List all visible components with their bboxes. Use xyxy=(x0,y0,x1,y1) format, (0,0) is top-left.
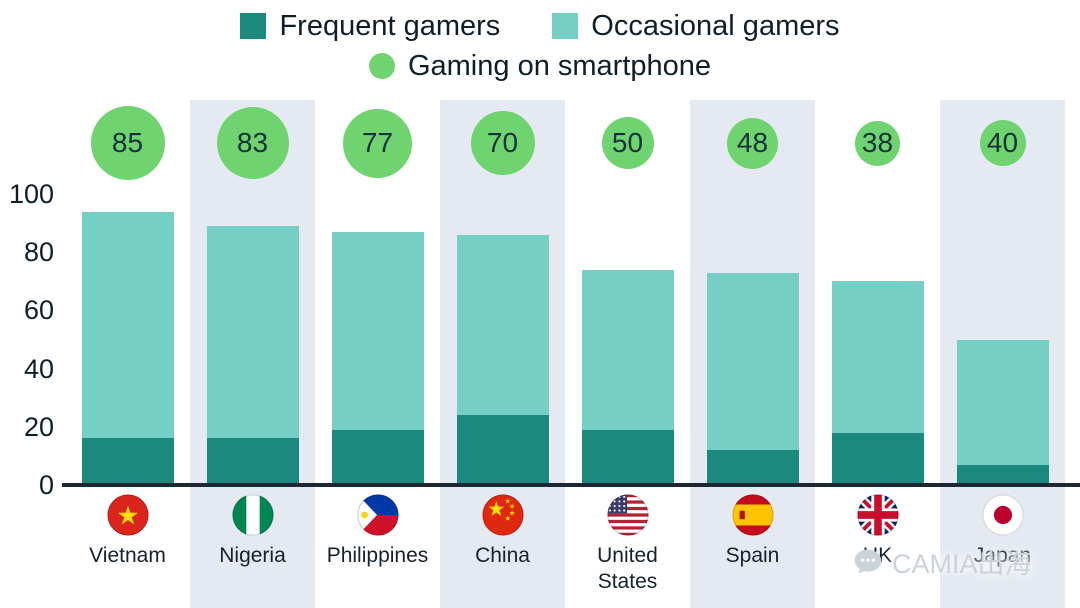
japan-flag xyxy=(981,494,1024,536)
philippines-flag-icon xyxy=(356,494,399,536)
y-axis-label: 80 xyxy=(23,237,54,268)
legend: Frequent gamers Occasional gamers Gaming… xyxy=(0,6,1080,86)
uk-flag xyxy=(856,494,899,536)
vietnam-flag xyxy=(106,494,149,536)
country-label: Spain xyxy=(725,544,780,567)
watermark-text: CAMIA出海 xyxy=(892,549,1032,579)
spain-flag-icon xyxy=(731,494,774,536)
legend-label-occasional: Occasional gamers xyxy=(591,9,840,42)
legend-label-smartphone: Gaming on smartphone xyxy=(407,49,712,82)
country-label: Nigeria xyxy=(219,544,286,567)
nigeria-flag xyxy=(231,494,274,536)
frequent-gamers-bar-segment xyxy=(706,450,799,485)
smartphone-value-bubble: 70 xyxy=(470,111,535,175)
frequent-gamers-bar-segment xyxy=(581,429,674,485)
legend-item-frequent: Frequent gamers xyxy=(240,10,500,43)
occasional-gamers-bar-segment xyxy=(706,272,799,451)
country-label: Vietnam xyxy=(89,544,166,567)
us-flag xyxy=(606,494,649,536)
uk-flag-icon xyxy=(856,494,899,536)
y-axis-label: 0 xyxy=(38,470,54,500)
legend-row-1: Frequent gamers Occasional gamers xyxy=(240,6,840,46)
frequent-gamers-bar-segment xyxy=(81,438,174,485)
frequent-swatch-icon xyxy=(240,13,267,39)
y-axis-label: 40 xyxy=(23,353,54,384)
occasional-gamers-bar-segment xyxy=(81,211,174,439)
china-flag xyxy=(481,494,524,536)
occasional-gamers-bar-segment xyxy=(331,231,424,430)
smartphone-value-bubble: 50 xyxy=(601,117,654,169)
frequent-gamers-bar-segment xyxy=(331,429,424,485)
us-flag-icon xyxy=(606,494,649,536)
country-label: Philippines xyxy=(326,544,429,567)
vietnam-flag-icon xyxy=(106,494,149,536)
smartphone-value-bubble: 48 xyxy=(727,117,778,169)
smartphone-value-bubble: 38 xyxy=(855,120,900,166)
chat-bubble-icon xyxy=(854,549,882,574)
smartphone-value-bubble: 85 xyxy=(90,106,165,180)
smartphone-value-bubble: 77 xyxy=(343,108,412,178)
smartphone-swatch-icon xyxy=(368,53,395,79)
legend-item-occasional: Occasional gamers xyxy=(552,9,840,43)
country-label: China xyxy=(475,544,530,567)
frequent-gamers-bar-segment xyxy=(956,464,1049,485)
frequent-gamers-bar-segment xyxy=(831,432,924,485)
nigeria-flag-icon xyxy=(231,494,274,536)
country-label: United States xyxy=(597,544,658,593)
occasional-gamers-bar-segment xyxy=(456,234,549,416)
spain-flag xyxy=(731,494,774,536)
smartphone-value-bubble: 40 xyxy=(979,120,1026,166)
legend-label-frequent: Frequent gamers xyxy=(279,9,501,42)
frequent-gamers-bar-segment xyxy=(206,438,299,485)
china-flag-icon xyxy=(481,494,524,536)
legend-item-smartphone: Gaming on smartphone xyxy=(368,49,712,83)
y-axis-label: 60 xyxy=(23,295,54,326)
legend-row-2: Gaming on smartphone xyxy=(368,46,712,86)
occasional-gamers-bar-segment xyxy=(581,269,674,430)
occasional-gamers-bar-segment xyxy=(956,339,1049,465)
y-axis-label: 20 xyxy=(23,411,54,442)
country-label: Japan xyxy=(973,544,1032,567)
japan-flag-icon xyxy=(981,494,1024,536)
philippines-flag xyxy=(356,494,399,536)
y-axis-label: 100 xyxy=(8,179,54,209)
x-axis-baseline xyxy=(62,483,1080,487)
occasional-swatch-icon xyxy=(552,13,579,39)
frequent-gamers-bar-segment xyxy=(456,415,549,485)
occasional-gamers-bar-segment xyxy=(206,226,299,439)
watermark: CAMIA出海 xyxy=(852,542,1032,581)
occasional-gamers-bar-segment xyxy=(831,281,924,433)
smartphone-value-bubble: 83 xyxy=(216,107,289,179)
